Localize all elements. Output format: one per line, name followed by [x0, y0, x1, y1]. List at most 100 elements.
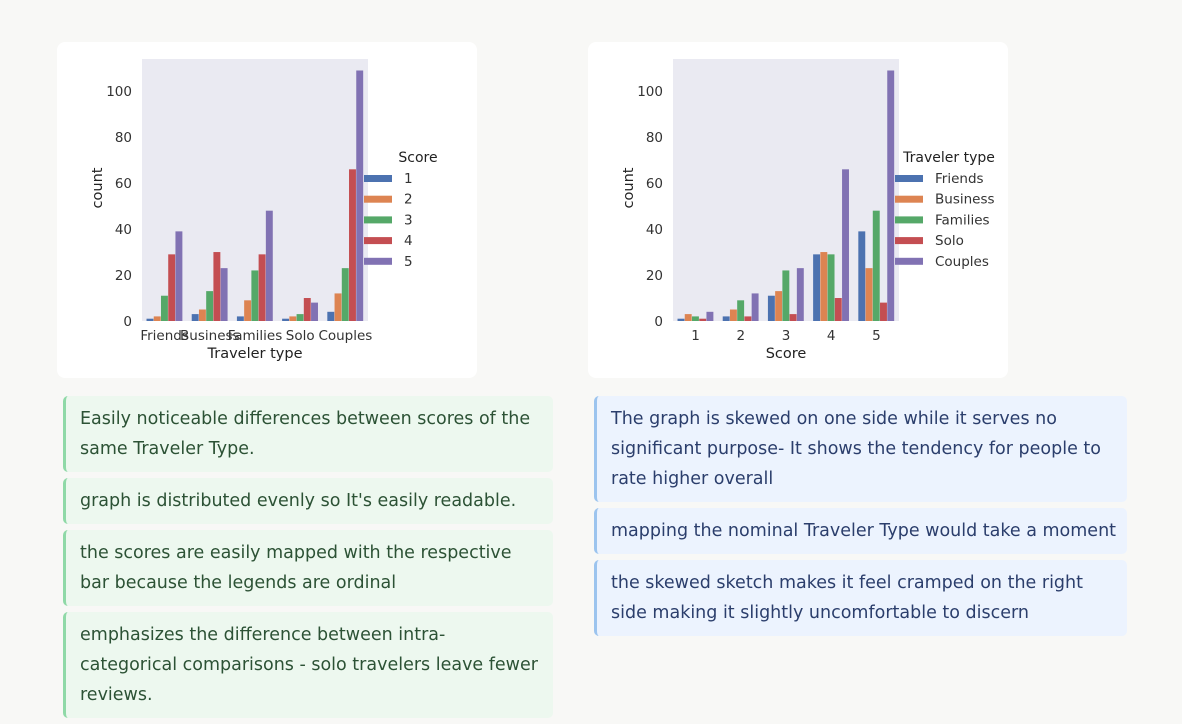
note-right-1: The graph is skewed on one side while it… — [594, 396, 1127, 502]
right-ytick-20: 20 — [646, 268, 663, 284]
left-bar-families-4 — [258, 254, 266, 321]
right-legend-swatch-business — [895, 195, 923, 203]
note-left-4: emphasizes the difference between intra-… — [63, 612, 553, 718]
left-ytick-100: 100 — [106, 84, 132, 100]
left-legend: Score 1 2 3 4 5 — [364, 150, 438, 270]
left-ytick-20: 20 — [115, 268, 132, 284]
left-bar-business-1 — [191, 314, 199, 321]
note-right-3: the skewed sketch makes it feel cramped … — [594, 560, 1127, 636]
right-bar-3-solo — [789, 314, 797, 321]
right-bar-2-solo — [744, 316, 752, 321]
left-xtick-friends: Friends — [140, 328, 189, 344]
right-bar-2-couples — [751, 293, 759, 321]
right-bar-1-solo — [699, 318, 707, 321]
left-bar-couples-1 — [327, 311, 335, 321]
left-bar-solo-4 — [303, 298, 311, 321]
left-bar-couples-4 — [349, 169, 356, 321]
right-bar-5-couples — [887, 70, 895, 321]
right-legend-swatch-couples — [895, 257, 923, 265]
left-xlabel: Traveler type — [207, 346, 303, 362]
left-legend-swatch-3 — [364, 216, 392, 224]
left-legend-title: Score — [398, 150, 437, 166]
right-bar-3-friends — [767, 295, 775, 321]
left-bar-friends-3 — [160, 295, 168, 321]
left-legend-label-2: 2 — [404, 192, 413, 208]
right-legend-label-business: Business — [935, 192, 995, 208]
left-bar-solo-1 — [282, 318, 290, 321]
right-bar-2-friends — [722, 316, 730, 321]
right-bar-4-couples — [842, 169, 849, 321]
left-legend-swatch-1 — [364, 175, 392, 182]
left-bar-couples-2 — [334, 293, 342, 321]
left-bar-solo-3 — [296, 314, 304, 321]
right-bar-5-solo — [880, 302, 887, 321]
left-bar-solo-5 — [311, 302, 318, 321]
left-legend-swatch-5 — [364, 257, 392, 265]
right-legend: Traveler type Friends Business Families Solo… — [895, 150, 995, 270]
left-legend-label-5: 5 — [404, 254, 413, 270]
right-bar-1-families — [691, 316, 699, 321]
right-bar-3-business — [775, 291, 783, 321]
left-bar-business-2 — [198, 309, 206, 321]
left-ytick-0: 0 — [123, 314, 132, 330]
left-bar-families-2 — [244, 300, 252, 321]
right-bar-5-business — [865, 268, 873, 321]
right-xtick-3: 3 — [782, 328, 791, 344]
note-left-1: Easily noticeable differences between sc… — [63, 396, 553, 472]
right-bar-1-business — [684, 314, 692, 321]
left-bar-couples-5 — [356, 70, 364, 321]
left-legend-label-4: 4 — [404, 233, 413, 249]
right-ytick-80: 80 — [646, 130, 663, 146]
left-bar-couples-3 — [341, 268, 349, 321]
right-bar-5-families — [872, 210, 880, 321]
left-xtick-couples: Couples — [318, 328, 372, 344]
notes-left: Easily noticeable differences between sc… — [63, 396, 553, 724]
right-bar-2-families — [737, 300, 745, 321]
right-bar-4-families — [827, 254, 835, 321]
left-legend-label-3: 3 — [404, 212, 413, 228]
right-ytick-40: 40 — [646, 222, 663, 238]
right-ylabel: count — [621, 167, 637, 208]
right-legend-title: Traveler type — [902, 150, 995, 166]
left-bar-business-5 — [220, 268, 228, 321]
left-legend-swatch-2 — [364, 195, 392, 203]
right-ytick-60: 60 — [646, 176, 663, 192]
chart-panel-by-score: 0 20 40 60 80 100 count 1 2 3 4 5 Score Traveler type… — [588, 42, 1008, 378]
right-bar-4-friends — [813, 254, 821, 321]
left-ytick-40: 40 — [115, 222, 132, 238]
chart-panel-by-traveler-type: 0 20 40 60 80 100 count Friends Business Families… — [57, 42, 477, 378]
right-legend-swatch-families — [895, 216, 923, 224]
right-bar-1-couples — [706, 311, 714, 321]
left-bar-families-3 — [251, 270, 259, 321]
right-ytick-100: 100 — [637, 84, 663, 100]
right-bar-5-friends — [858, 231, 866, 321]
left-bar-families-5 — [265, 210, 273, 321]
left-bar-friends-4 — [168, 254, 176, 321]
right-bar-4-solo — [834, 298, 842, 321]
right-xtick-5: 5 — [872, 328, 881, 344]
note-left-2: graph is distributed evenly so It's easi… — [63, 478, 553, 524]
left-xtick-solo: Solo — [286, 328, 315, 344]
left-bar-business-3 — [206, 291, 214, 321]
right-legend-swatch-solo — [895, 237, 923, 245]
left-bar-business-4 — [213, 252, 221, 321]
right-legend-swatch-friends — [895, 175, 923, 182]
right-bar-3-couples — [796, 268, 804, 321]
right-legend-label-families: Families — [935, 212, 990, 228]
left-bar-solo-2 — [289, 316, 297, 321]
right-xtick-1: 1 — [691, 328, 700, 344]
left-ylabel: count — [90, 167, 106, 208]
notes-right: The graph is skewed on one side while it… — [594, 396, 1127, 642]
right-bar-4-business — [820, 252, 828, 321]
right-xtick-4: 4 — [827, 328, 836, 344]
right-xtick-2: 2 — [737, 328, 746, 344]
left-legend-label-1: 1 — [404, 171, 413, 187]
left-bar-friends-1 — [146, 318, 154, 321]
right-legend-label-couples: Couples — [935, 254, 989, 270]
left-bar-friends-2 — [153, 316, 161, 321]
right-ytick-0: 0 — [654, 314, 663, 330]
right-legend-label-solo: Solo — [935, 233, 964, 249]
left-ytick-60: 60 — [115, 176, 132, 192]
note-right-2: mapping the nominal Traveler Type would … — [594, 508, 1127, 554]
left-bar-families-1 — [236, 316, 244, 321]
